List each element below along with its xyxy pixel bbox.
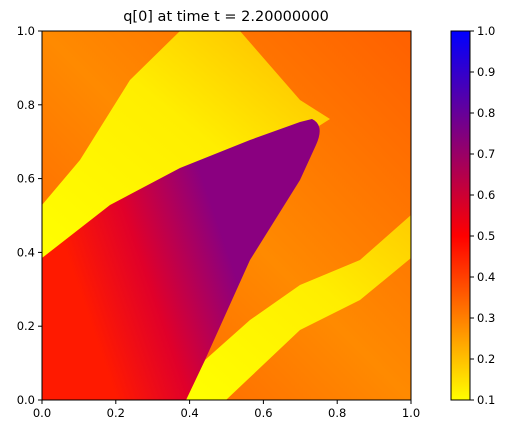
colorbar-tick-label: 0.5: [477, 229, 495, 243]
y-tick-label: 0.6: [17, 172, 35, 186]
colorbar-tick-label: 0.1: [477, 393, 495, 407]
y-tick-label: 0.0: [17, 393, 35, 407]
colorbar-tick-label: 0.9: [477, 65, 495, 79]
colorbar: [450, 30, 471, 401]
y-tick-label: 0.2: [17, 319, 35, 333]
x-tick-label: 0.0: [33, 406, 51, 420]
plot-frame: [41, 30, 412, 401]
x-tick-label: 0.2: [107, 406, 125, 420]
x-tick-label: 0.6: [254, 406, 272, 420]
x-tick-label: 1.0: [402, 406, 420, 420]
chart-title: q[0] at time t = 2.20000000: [123, 9, 329, 25]
colorbar-tick-label: 0.2: [477, 352, 495, 366]
heatmap-field: [42, 31, 411, 400]
y-tick-label: 0.4: [17, 245, 35, 259]
y-tick-label: 0.8: [17, 98, 35, 112]
colorbar-tick-label: 0.7: [477, 147, 495, 161]
x-axis: 0.0 0.2 0.4 0.6 0.8 1.0: [33, 400, 420, 420]
y-axis: 0.0 0.2 0.4 0.6 0.8 1.0: [17, 24, 42, 407]
colorbar-axis: 0.1 0.2 0.3 0.4 0.5 0.6 0.7 0.8 0.9 1.0: [470, 24, 495, 407]
colorbar-tick-label: 0.6: [477, 188, 495, 202]
heatmap-red-triangle: [42, 119, 320, 400]
colorbar-tick-label: 1.0: [477, 24, 495, 38]
x-tick-label: 0.4: [180, 406, 198, 420]
x-tick-label: 0.8: [328, 406, 346, 420]
colorbar-tick-label: 0.3: [477, 311, 495, 325]
colorbar-tick-label: 0.8: [477, 106, 495, 120]
colorbar-tick-label: 0.4: [477, 270, 495, 284]
heatmap-yellow-band-lower: [186, 215, 411, 400]
y-tick-label: 1.0: [17, 24, 35, 38]
